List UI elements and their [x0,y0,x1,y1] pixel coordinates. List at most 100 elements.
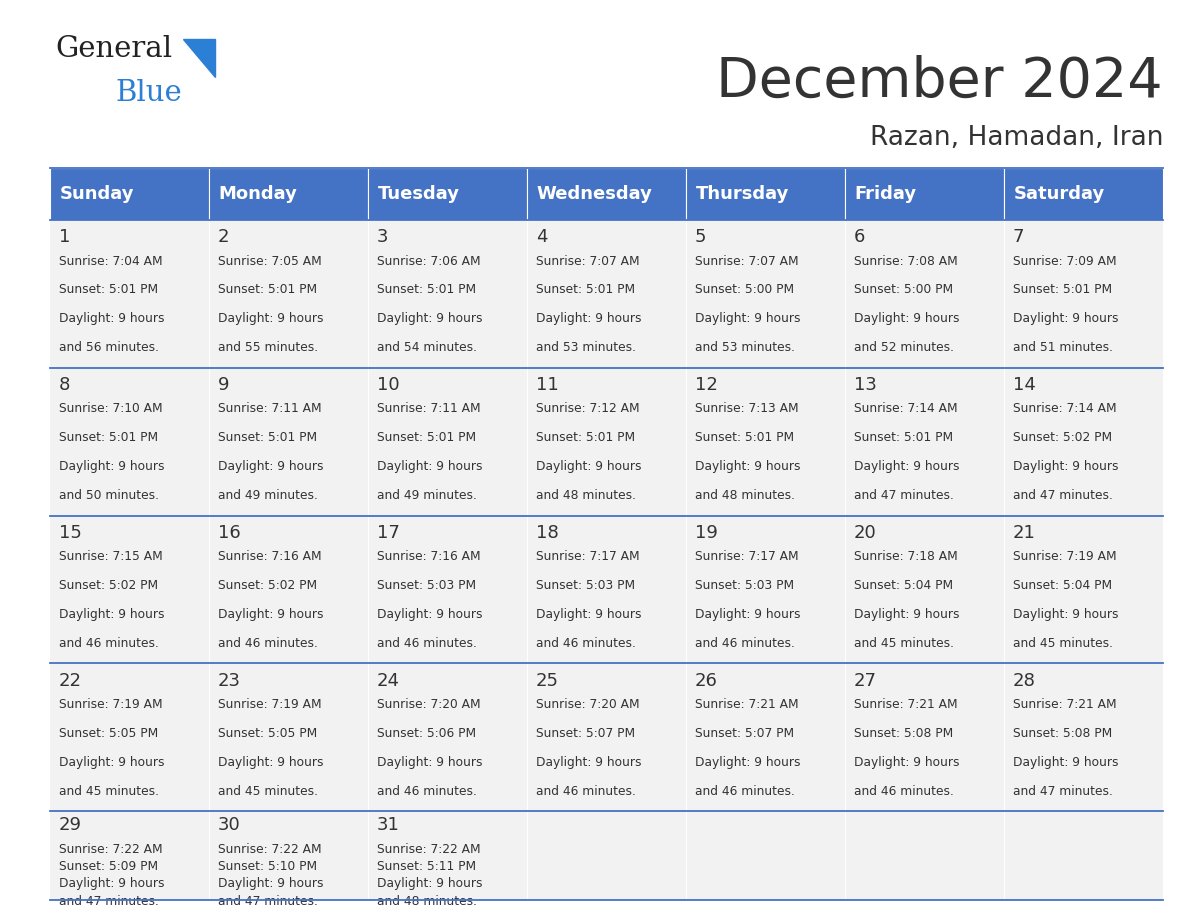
Text: Sunrise: 7:17 AM: Sunrise: 7:17 AM [695,550,798,564]
Text: Sunrise: 7:18 AM: Sunrise: 7:18 AM [854,550,958,564]
Text: Sunrise: 7:20 AM: Sunrise: 7:20 AM [536,698,639,711]
Text: Blue: Blue [115,79,182,107]
Text: 4: 4 [536,229,548,246]
Text: 23: 23 [217,672,241,689]
Text: and 46 minutes.: and 46 minutes. [695,785,795,798]
Text: Sunset: 5:11 PM: Sunset: 5:11 PM [377,860,476,873]
Text: 10: 10 [377,376,399,394]
Text: Sunset: 5:01 PM: Sunset: 5:01 PM [377,284,476,297]
Text: Sunset: 5:10 PM: Sunset: 5:10 PM [217,860,317,873]
Text: and 46 minutes.: and 46 minutes. [377,785,476,798]
Text: Sunrise: 7:21 AM: Sunrise: 7:21 AM [695,698,798,711]
Bar [368,664,527,812]
Text: and 45 minutes.: and 45 minutes. [854,637,954,650]
Text: 18: 18 [536,524,558,542]
Text: Daylight: 9 hours: Daylight: 9 hours [217,878,323,890]
Text: Daylight: 9 hours: Daylight: 9 hours [377,312,482,325]
Text: and 47 minutes.: and 47 minutes. [854,489,954,502]
Bar [685,220,845,368]
Text: 24: 24 [377,672,399,689]
Text: Sunset: 5:01 PM: Sunset: 5:01 PM [217,431,317,444]
Bar [209,812,368,900]
Text: Sunday: Sunday [59,185,134,203]
Text: Daylight: 9 hours: Daylight: 9 hours [1012,460,1118,473]
Text: 25: 25 [536,672,558,689]
Text: Sunset: 5:01 PM: Sunset: 5:01 PM [217,284,317,297]
Text: 19: 19 [695,524,718,542]
Text: Sunset: 5:08 PM: Sunset: 5:08 PM [854,727,953,740]
Text: Sunrise: 7:06 AM: Sunrise: 7:06 AM [377,254,480,268]
Text: Friday: Friday [854,185,917,203]
Text: Sunrise: 7:11 AM: Sunrise: 7:11 AM [217,402,322,416]
Text: 7: 7 [1012,229,1024,246]
Bar [368,220,527,368]
Text: 22: 22 [58,672,82,689]
Text: Sunrise: 7:22 AM: Sunrise: 7:22 AM [217,843,322,856]
Text: Sunrise: 7:10 AM: Sunrise: 7:10 AM [58,402,163,416]
Text: 6: 6 [854,229,865,246]
Text: Sunrise: 7:07 AM: Sunrise: 7:07 AM [536,254,639,268]
Text: 11: 11 [536,376,558,394]
Text: 14: 14 [1012,376,1036,394]
Text: 30: 30 [217,816,240,834]
Text: Daylight: 9 hours: Daylight: 9 hours [536,312,642,325]
Text: Daylight: 9 hours: Daylight: 9 hours [1012,312,1118,325]
Text: Sunset: 5:06 PM: Sunset: 5:06 PM [377,727,476,740]
Bar [368,368,527,516]
Text: Sunset: 5:01 PM: Sunset: 5:01 PM [536,431,634,444]
Text: Daylight: 9 hours: Daylight: 9 hours [58,608,164,621]
Bar [527,664,685,812]
Text: Daylight: 9 hours: Daylight: 9 hours [695,312,801,325]
Text: Sunrise: 7:16 AM: Sunrise: 7:16 AM [217,550,322,564]
Bar [845,220,1004,368]
Text: 2: 2 [217,229,229,246]
Bar [527,368,685,516]
Text: Sunset: 5:01 PM: Sunset: 5:01 PM [377,431,476,444]
Text: Daylight: 9 hours: Daylight: 9 hours [1012,608,1118,621]
Text: Sunrise: 7:12 AM: Sunrise: 7:12 AM [536,402,639,416]
Bar [685,664,845,812]
Text: December 2024: December 2024 [716,55,1163,109]
Text: and 45 minutes.: and 45 minutes. [1012,637,1113,650]
Text: and 48 minutes.: and 48 minutes. [695,489,795,502]
Text: and 46 minutes.: and 46 minutes. [854,785,954,798]
Bar [1004,516,1163,664]
Text: Daylight: 9 hours: Daylight: 9 hours [1012,756,1118,768]
Text: and 48 minutes.: and 48 minutes. [536,489,636,502]
Text: Sunset: 5:02 PM: Sunset: 5:02 PM [1012,431,1112,444]
Bar [209,168,368,220]
Text: Sunset: 5:07 PM: Sunset: 5:07 PM [536,727,634,740]
Polygon shape [183,39,215,77]
Text: Daylight: 9 hours: Daylight: 9 hours [58,756,164,768]
Text: Sunrise: 7:20 AM: Sunrise: 7:20 AM [377,698,480,711]
Text: and 49 minutes.: and 49 minutes. [217,489,317,502]
Text: and 46 minutes.: and 46 minutes. [217,637,317,650]
Text: 1: 1 [58,229,70,246]
Text: Sunset: 5:05 PM: Sunset: 5:05 PM [58,727,158,740]
Bar [845,664,1004,812]
Text: Sunset: 5:02 PM: Sunset: 5:02 PM [58,579,158,592]
Text: Sunset: 5:05 PM: Sunset: 5:05 PM [217,727,317,740]
Text: Sunset: 5:01 PM: Sunset: 5:01 PM [58,284,158,297]
Text: Sunrise: 7:21 AM: Sunrise: 7:21 AM [854,698,958,711]
Text: Sunset: 5:00 PM: Sunset: 5:00 PM [695,284,794,297]
Text: Razan, Hamadan, Iran: Razan, Hamadan, Iran [870,125,1163,151]
Bar [1004,664,1163,812]
Text: Sunrise: 7:07 AM: Sunrise: 7:07 AM [695,254,798,268]
Text: 17: 17 [377,524,399,542]
Text: and 45 minutes.: and 45 minutes. [217,785,317,798]
Text: Daylight: 9 hours: Daylight: 9 hours [854,608,959,621]
Text: Sunset: 5:07 PM: Sunset: 5:07 PM [695,727,794,740]
Text: Sunrise: 7:22 AM: Sunrise: 7:22 AM [58,843,163,856]
Text: Daylight: 9 hours: Daylight: 9 hours [377,878,482,890]
Text: Sunrise: 7:09 AM: Sunrise: 7:09 AM [1012,254,1117,268]
Bar [1004,168,1163,220]
Text: Daylight: 9 hours: Daylight: 9 hours [377,756,482,768]
Text: Daylight: 9 hours: Daylight: 9 hours [58,460,164,473]
Text: Daylight: 9 hours: Daylight: 9 hours [217,608,323,621]
Text: 21: 21 [1012,524,1036,542]
Bar [368,168,527,220]
Text: 8: 8 [58,376,70,394]
Text: and 52 minutes.: and 52 minutes. [854,341,954,354]
Text: Sunset: 5:01 PM: Sunset: 5:01 PM [58,431,158,444]
